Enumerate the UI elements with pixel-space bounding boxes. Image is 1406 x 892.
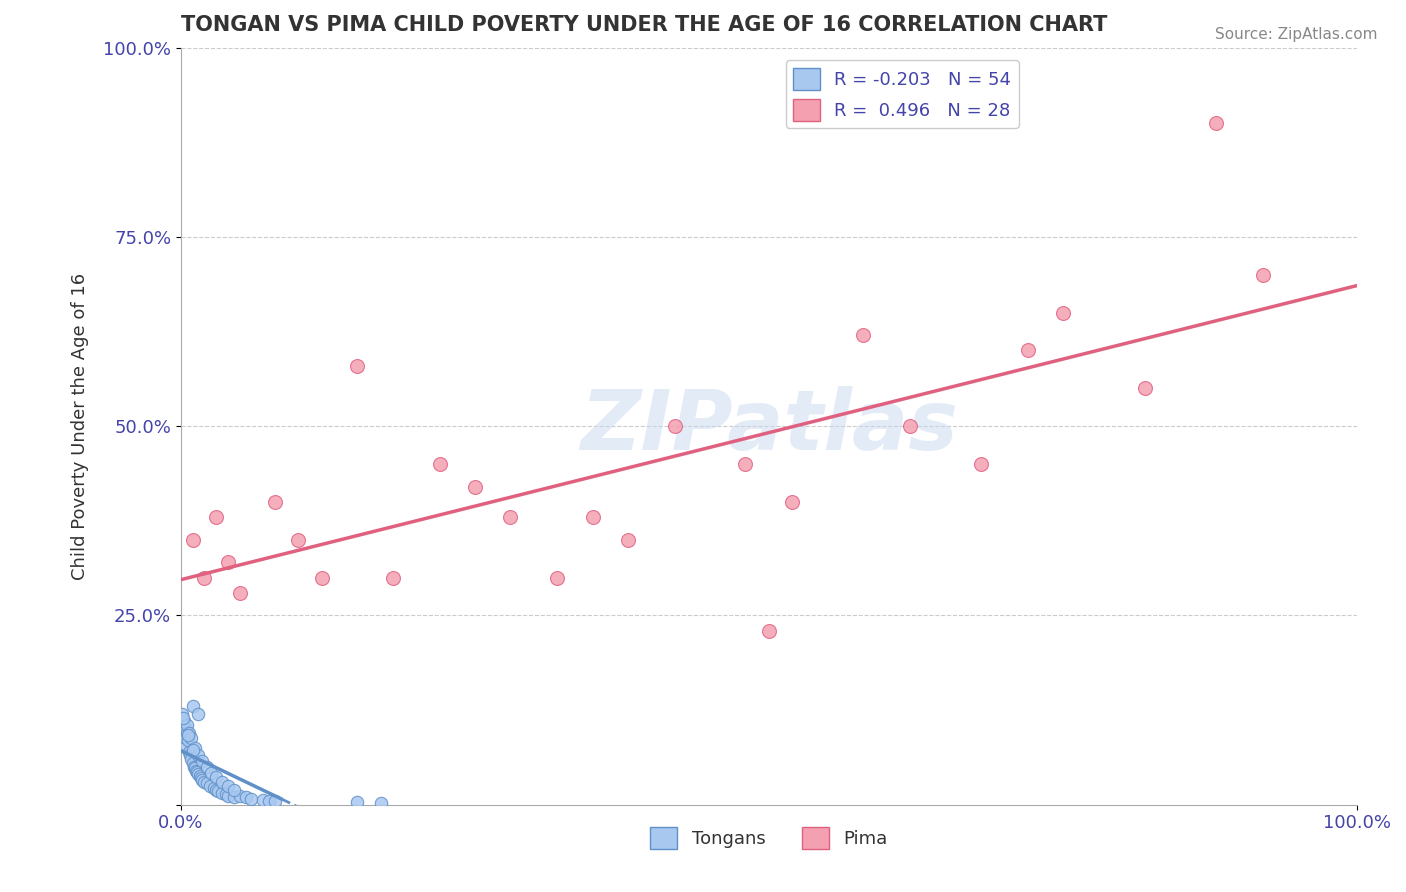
Point <box>177 728 200 742</box>
Point <box>257 794 280 808</box>
Point <box>181 756 204 770</box>
Point <box>287 533 309 547</box>
Point <box>898 419 921 434</box>
Point <box>186 764 208 778</box>
Point <box>240 791 263 805</box>
Point <box>187 706 209 721</box>
Point <box>200 765 222 780</box>
Point <box>191 772 214 787</box>
Text: Source: ZipAtlas.com: Source: ZipAtlas.com <box>1215 27 1378 42</box>
Point <box>195 776 218 790</box>
Point <box>222 782 245 797</box>
Point <box>464 480 486 494</box>
Point <box>177 745 200 759</box>
Point <box>177 725 200 739</box>
Point <box>1052 305 1074 319</box>
Point <box>370 796 392 810</box>
Point <box>969 457 991 471</box>
Point <box>172 711 194 725</box>
Point <box>1017 343 1039 358</box>
Point <box>174 722 197 736</box>
Point <box>173 714 195 729</box>
Point <box>1205 116 1227 130</box>
Point <box>311 571 333 585</box>
Text: TONGAN VS PIMA CHILD POVERTY UNDER THE AGE OF 16 CORRELATION CHART: TONGAN VS PIMA CHILD POVERTY UNDER THE A… <box>181 15 1108 35</box>
Point <box>852 328 875 343</box>
Point <box>546 571 568 585</box>
Point <box>184 740 207 755</box>
Point <box>173 730 195 744</box>
Point <box>581 510 603 524</box>
Point <box>617 533 640 547</box>
Y-axis label: Child Poverty Under the Age of 16: Child Poverty Under the Age of 16 <box>72 273 89 580</box>
Point <box>191 754 214 768</box>
Point <box>228 585 250 599</box>
Point <box>190 771 212 785</box>
Point <box>193 775 215 789</box>
Point <box>187 767 209 781</box>
Point <box>186 765 208 780</box>
Point <box>205 782 228 797</box>
Point <box>181 699 204 714</box>
Point <box>211 786 233 800</box>
Point <box>499 510 522 524</box>
Point <box>205 771 228 785</box>
Legend: R = -0.203   N = 54, R =  0.496   N = 28: R = -0.203 N = 54, R = 0.496 N = 28 <box>786 61 1019 128</box>
Point <box>180 731 202 745</box>
Point <box>1135 381 1157 395</box>
Point <box>177 733 200 747</box>
Point <box>264 794 287 808</box>
Point <box>195 760 218 774</box>
Point <box>346 359 368 373</box>
Point <box>193 571 215 585</box>
Point <box>187 748 209 763</box>
Point <box>346 796 368 810</box>
Point <box>381 571 404 585</box>
Text: ZIPatlas: ZIPatlas <box>581 385 957 467</box>
Point <box>228 789 250 803</box>
Point <box>1251 268 1274 282</box>
Point <box>183 760 205 774</box>
Point <box>202 780 225 795</box>
Point <box>217 789 239 803</box>
Point <box>217 556 239 570</box>
Point <box>184 761 207 775</box>
Point <box>176 718 198 732</box>
Point <box>211 775 233 789</box>
Point <box>179 748 201 763</box>
Point <box>170 706 193 721</box>
Point <box>222 790 245 805</box>
Point <box>235 790 257 805</box>
Point <box>172 737 194 751</box>
Point <box>176 725 198 739</box>
Point <box>180 752 202 766</box>
Point <box>205 510 228 524</box>
Point <box>782 495 804 509</box>
Point <box>429 457 451 471</box>
Point <box>188 769 211 783</box>
Point <box>252 793 274 807</box>
Point <box>181 743 204 757</box>
Point <box>264 495 287 509</box>
Point <box>664 419 686 434</box>
Point <box>758 624 780 638</box>
Point <box>214 787 236 801</box>
Point <box>207 784 229 798</box>
Point <box>734 457 756 471</box>
Point <box>181 533 204 547</box>
Point <box>217 779 239 793</box>
Point <box>200 779 222 793</box>
